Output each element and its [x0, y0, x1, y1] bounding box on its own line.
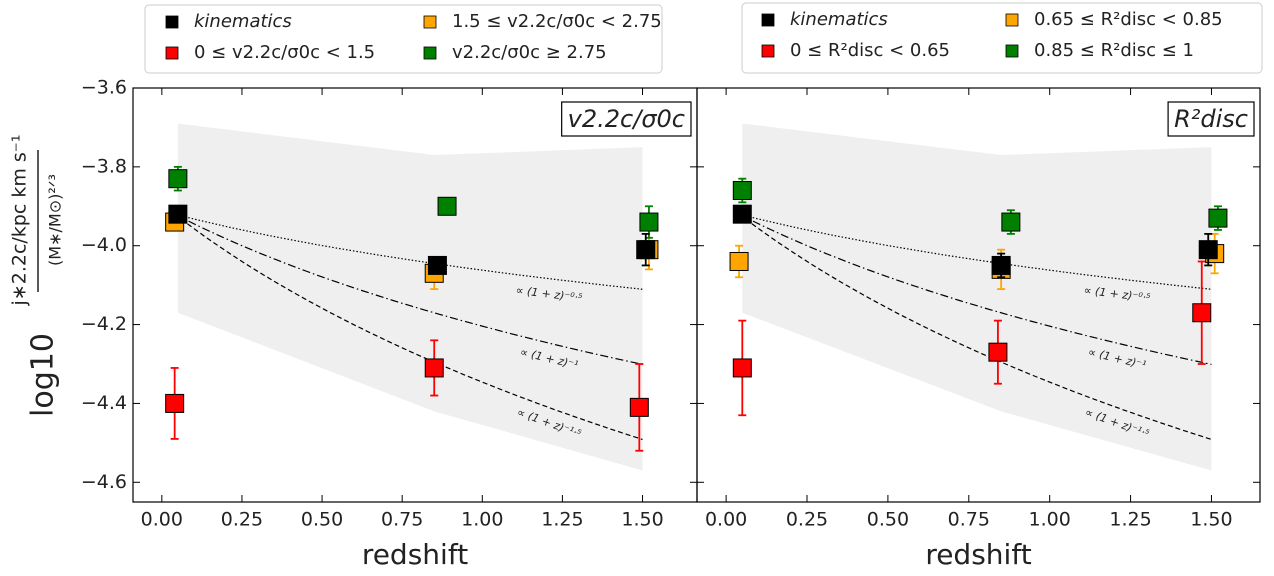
legend-marker	[761, 44, 775, 58]
legend-label: 0.65 ≤ R²disc < 0.85	[1034, 9, 1223, 30]
x-tick-label: 1.00	[1029, 509, 1071, 531]
point	[732, 204, 752, 224]
model-line	[738, 213, 1212, 441]
x-axis-label: redshift	[925, 538, 1031, 571]
point	[168, 204, 188, 224]
x-tick-label: 1.50	[1190, 509, 1232, 531]
scatter-band	[742, 123, 1212, 471]
x-tick-label: 0.00	[705, 509, 747, 531]
point	[636, 240, 656, 260]
legend-marker	[1005, 44, 1019, 58]
x-tick-label: 0.00	[141, 509, 183, 531]
model-line	[174, 213, 643, 290]
x-tick-label: 0.50	[301, 509, 343, 531]
point	[732, 358, 752, 378]
annotation-box	[1167, 101, 1255, 137]
legend-label: v2.2c/σ0c ≥ 2.75	[452, 42, 607, 63]
y-tick-label: −4.6	[81, 471, 127, 493]
x-tick-label: 0.50	[867, 509, 909, 531]
x-axis-label: redshift	[362, 538, 468, 571]
point	[424, 358, 444, 378]
point	[732, 181, 752, 201]
y-tick-label: −3.6	[81, 77, 127, 99]
panel-annotation: R²disc	[1174, 105, 1248, 133]
annotation-box	[561, 101, 692, 137]
point	[639, 212, 659, 232]
legend-label: kinematics	[790, 9, 888, 30]
point	[991, 255, 1011, 275]
point	[437, 196, 457, 216]
point	[1208, 208, 1228, 228]
point	[988, 342, 1008, 362]
y-tick-label: −4.0	[81, 234, 127, 256]
point	[1198, 240, 1218, 260]
point	[629, 397, 649, 417]
y-tick-label: −4.2	[81, 313, 127, 335]
scatter-band	[177, 123, 643, 471]
model-line	[738, 213, 1212, 365]
legend-label: 0 ≤ R²disc < 0.65	[790, 40, 950, 61]
legend-label: 1.5 ≤ v2.2c/σ0c < 2.75	[452, 11, 662, 32]
y-label-denominator: (M∗/M⊙)²ᐟ³	[46, 174, 65, 266]
x-tick-label: 1.50	[621, 509, 663, 531]
y-label: log10	[26, 333, 61, 417]
panel-annotation: v2.2c/σ0c	[568, 105, 685, 133]
x-tick-label: 1.25	[1109, 509, 1151, 531]
legend-marker	[423, 15, 437, 29]
legend-marker	[423, 46, 437, 60]
x-tick-label: 0.25	[221, 509, 263, 531]
point	[1192, 303, 1212, 323]
legend-label: 0 ≤ v2.2c/σ0c < 1.5	[194, 42, 375, 63]
point	[427, 255, 447, 275]
model-line	[174, 213, 643, 365]
y-label-numerator: j∗2.2c/kpc km s⁻¹	[9, 135, 31, 307]
plot-frame	[696, 87, 1261, 503]
legend-label: 0.85 ≤ R²disc ≤ 1	[1034, 40, 1194, 61]
point	[165, 393, 185, 413]
x-tick-label: 1.00	[461, 509, 503, 531]
legend-box	[741, 2, 1263, 74]
legend-label: kinematics	[194, 11, 292, 32]
x-tick-label: 0.75	[948, 509, 990, 531]
legend-marker	[165, 46, 179, 60]
y-tick-label: −3.8	[81, 155, 127, 177]
legend-box	[144, 4, 663, 74]
x-tick-label: 1.25	[541, 509, 583, 531]
point	[729, 251, 749, 271]
x-tick-label: 0.75	[381, 509, 423, 531]
legend-marker	[1005, 13, 1019, 27]
x-tick-label: 0.25	[786, 509, 828, 531]
model-line	[738, 213, 1212, 290]
point	[1001, 212, 1021, 232]
point	[168, 169, 188, 189]
legend-marker	[761, 13, 775, 27]
legend-marker	[165, 15, 179, 29]
y-tick-label: −4.4	[81, 392, 127, 414]
